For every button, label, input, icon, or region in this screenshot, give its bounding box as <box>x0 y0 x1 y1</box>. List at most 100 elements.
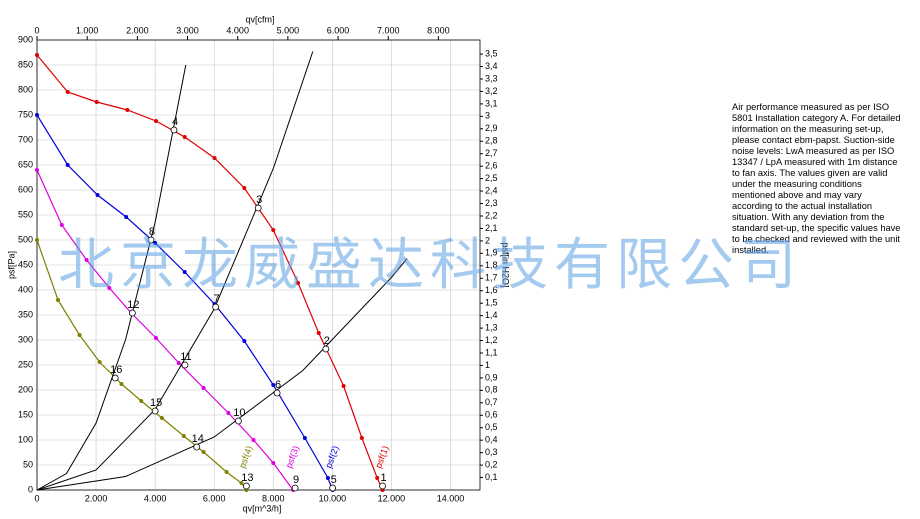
operating-point-label: 5 <box>331 474 337 486</box>
curve-marker <box>65 90 70 94</box>
system-curve <box>36 258 408 491</box>
system-curve <box>36 64 187 491</box>
y-tick-label: 600 <box>18 184 33 194</box>
system-curve <box>36 51 314 491</box>
operating-point <box>329 484 337 492</box>
curve-marker <box>107 286 112 290</box>
curve-marker <box>139 399 144 403</box>
curve-marker <box>182 135 187 139</box>
x2-axis-label: qv[cfm] <box>245 14 274 24</box>
operating-point <box>111 374 119 382</box>
curve-marker <box>119 382 124 386</box>
curve-marker <box>302 436 307 440</box>
curve-marker <box>201 450 206 454</box>
y2-tick-label: 2,7 <box>485 148 498 158</box>
y2-tick-label: 0,2 <box>485 459 498 469</box>
curve-marker <box>77 333 82 337</box>
y2-tick-label: 3,2 <box>485 86 498 96</box>
operating-point-label: 8 <box>149 226 155 238</box>
curve-marker <box>316 331 321 335</box>
y2-tick-label: 1,3 <box>485 322 498 332</box>
y2-tick-label: 1,8 <box>485 260 498 270</box>
operating-point-label: 14 <box>192 433 204 445</box>
curve-marker <box>159 416 164 420</box>
y2-tick-label: 0,3 <box>485 447 498 457</box>
operating-point-label: 4 <box>172 116 178 128</box>
operating-point-label: 2 <box>324 335 330 347</box>
y2-tick-label: 0,8 <box>485 385 498 395</box>
curve-marker <box>35 238 39 242</box>
y2-tick-label: 2,8 <box>485 136 498 146</box>
curve-marker <box>95 193 100 197</box>
x2-tick-label: 6.000 <box>327 25 350 35</box>
curve-marker <box>359 436 364 440</box>
y2-tick-label: 3,3 <box>485 73 498 83</box>
y-tick-label: 150 <box>18 409 33 419</box>
y-tick-label: 0 <box>28 484 33 494</box>
operating-point <box>181 361 189 369</box>
operating-point <box>212 303 220 311</box>
y2-tick-label: 0,7 <box>485 397 498 407</box>
y2-tick-label: 2,5 <box>485 173 498 183</box>
operating-point-label: 6 <box>275 379 281 391</box>
curve-marker <box>59 223 64 227</box>
x-tick-label: 2.000 <box>85 493 108 503</box>
curve-marker <box>35 113 39 117</box>
x-tick-label: 0 <box>34 493 39 503</box>
y-tick-label: 400 <box>18 284 33 294</box>
operating-point <box>273 389 281 397</box>
curve-marker <box>375 476 380 480</box>
curve-marker <box>251 438 256 442</box>
y-tick-label: 50 <box>23 459 33 469</box>
y2-tick-label: 2,9 <box>485 123 498 133</box>
operating-point-label: 15 <box>150 397 162 409</box>
operating-point <box>193 443 201 451</box>
y2-tick-label: 2,1 <box>485 223 498 233</box>
curve-marker <box>325 476 330 480</box>
curve-marker <box>242 339 247 343</box>
y2-tick-label: 1,4 <box>485 310 498 320</box>
y2-tick-label: 0,9 <box>485 372 498 382</box>
x2-tick-label: 7.000 <box>377 25 400 35</box>
y2-tick-label: 2,2 <box>485 210 498 220</box>
operating-point <box>322 345 330 353</box>
y-tick-label: 200 <box>18 384 33 394</box>
curve-marker <box>124 215 129 219</box>
y2-tick-label: 2 <box>485 235 490 245</box>
y2-tick-label: 2,4 <box>485 185 498 195</box>
x2-tick-label: 5.000 <box>277 25 300 35</box>
curve-marker <box>55 298 60 302</box>
y-tick-label: 700 <box>18 134 33 144</box>
y-tick-label: 550 <box>18 209 33 219</box>
curve-marker <box>94 100 99 104</box>
x-axis-label: qv[m^3/h] <box>243 503 282 513</box>
curve-marker <box>97 360 102 364</box>
operating-point <box>128 309 136 317</box>
operating-point <box>151 407 159 415</box>
operating-point <box>170 126 178 134</box>
y2-tick-label: 1,1 <box>485 347 498 357</box>
operating-point-label: 3 <box>256 194 262 206</box>
y2-tick-label: 0,6 <box>485 410 498 420</box>
y-tick-label: 500 <box>18 234 33 244</box>
x2-tick-label: 1.000 <box>76 25 99 35</box>
curve-marker <box>271 228 276 232</box>
curve-marker <box>341 384 346 388</box>
x-tick-label: 6.000 <box>203 493 226 503</box>
y2-tick-label: 1,6 <box>485 285 498 295</box>
operating-point <box>254 204 262 212</box>
curve-marker <box>154 119 159 123</box>
curve-marker <box>84 258 89 262</box>
curve-marker <box>125 108 130 112</box>
curve-marker <box>153 241 158 245</box>
y2-tick-label: 0,4 <box>485 435 498 445</box>
y2-tick-label: 2,3 <box>485 198 498 208</box>
y-tick-label: 900 <box>18 34 33 44</box>
curve-marker <box>226 411 231 415</box>
y2-tick-label: 3 <box>485 111 490 121</box>
operating-point <box>379 482 386 490</box>
operating-point-label: 12 <box>127 299 139 311</box>
operating-point-label: 11 <box>180 351 191 363</box>
y-tick-label: 300 <box>18 334 33 344</box>
